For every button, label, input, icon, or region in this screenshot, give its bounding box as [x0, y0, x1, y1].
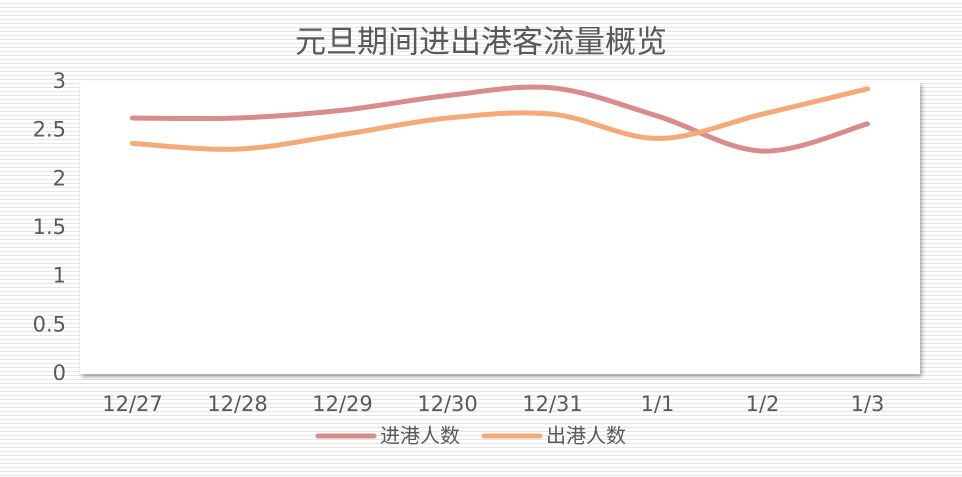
- y-tick-label: 2: [53, 166, 66, 190]
- y-tick-label: 1.5: [33, 215, 66, 239]
- series-line: [130, 84, 870, 154]
- y-tick-label: 2.5: [33, 118, 66, 142]
- x-tick-label: 12/27: [102, 392, 163, 416]
- series-line: [130, 86, 870, 152]
- y-tick-label: 0.5: [33, 312, 66, 336]
- x-tick-label: 1/2: [746, 392, 780, 416]
- x-tick-label: 12/29: [312, 392, 373, 416]
- y-tick-label: 3: [53, 69, 66, 93]
- x-tick-label: 12/31: [522, 392, 583, 416]
- plot-area: [80, 82, 920, 374]
- chart-title: 元旦期间进出港客流量概览: [295, 25, 667, 61]
- y-tick-label: 0: [53, 361, 66, 385]
- x-tick-label: 1/1: [641, 392, 675, 416]
- x-tick-label: 12/28: [207, 392, 268, 416]
- legend-label: 进港人数: [380, 424, 460, 448]
- legend-label: 出港人数: [546, 424, 626, 448]
- x-tick-label: 1/3: [851, 392, 885, 416]
- y-tick-label: 1: [53, 264, 66, 288]
- x-tick-label: 12/30: [417, 392, 478, 416]
